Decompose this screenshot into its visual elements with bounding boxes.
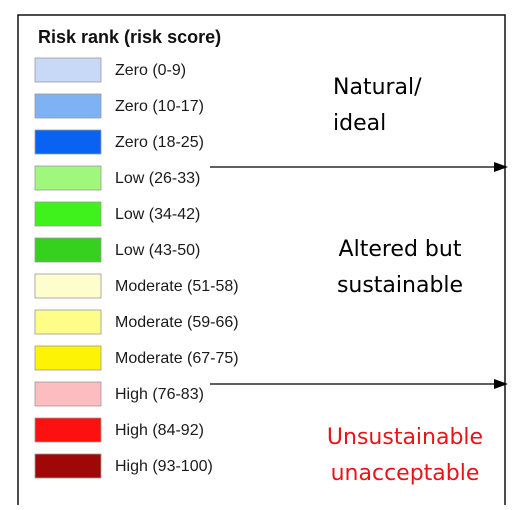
legend-swatch — [34, 165, 102, 191]
legend-label: Low (43-50) — [115, 242, 200, 259]
legend-swatch — [34, 381, 102, 407]
legend-label: Moderate (59-66) — [115, 314, 239, 331]
legend-swatch — [34, 345, 102, 371]
annotation: Altered but — [339, 237, 462, 262]
legend-label: Low (26-33) — [115, 170, 200, 187]
annotation: unacceptable — [331, 461, 480, 486]
legend-label: Moderate (67-75) — [115, 350, 239, 367]
legend-label: Zero (0-9) — [115, 62, 186, 79]
legend-title: Risk rank (risk score) — [38, 27, 221, 47]
legend-swatch — [34, 417, 102, 443]
annotation: sustainable — [337, 273, 463, 298]
annotation: ideal — [333, 111, 386, 136]
legend-label: Zero (10-17) — [115, 98, 204, 115]
legend-label: Zero (18-25) — [115, 134, 204, 151]
legend-label: Low (34-42) — [115, 206, 200, 223]
legend-label: High (76-83) — [115, 386, 204, 403]
legend-swatch — [34, 57, 102, 83]
arrow-head — [494, 162, 508, 172]
legend-swatch — [34, 129, 102, 155]
legend-swatch — [34, 453, 102, 479]
legend-swatch — [34, 93, 102, 119]
annotation: Natural/ — [333, 75, 422, 100]
annotation: Unsustainable — [327, 425, 483, 450]
legend-label: High (93-100) — [115, 458, 213, 475]
arrow-head — [494, 379, 508, 389]
legend-swatch — [34, 237, 102, 263]
legend-swatch — [34, 273, 102, 299]
legend-swatch — [34, 309, 102, 335]
legend-label: Moderate (51-58) — [115, 278, 239, 295]
legend-swatch — [34, 201, 102, 227]
legend-label: High (84-92) — [115, 422, 204, 439]
